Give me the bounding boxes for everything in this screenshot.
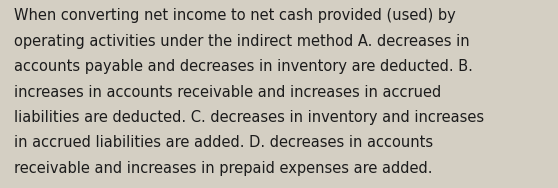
- Text: liabilities are deducted. C. decreases in inventory and increases: liabilities are deducted. C. decreases i…: [14, 110, 484, 125]
- Text: accounts payable and decreases in inventory are deducted. B.: accounts payable and decreases in invent…: [14, 59, 473, 74]
- Text: in accrued liabilities are added. D. decreases in accounts: in accrued liabilities are added. D. dec…: [14, 135, 433, 150]
- Text: operating activities under the indirect method A. decreases in: operating activities under the indirect …: [14, 34, 470, 49]
- Text: receivable and increases in prepaid expenses are added.: receivable and increases in prepaid expe…: [14, 161, 432, 176]
- Text: increases in accounts receivable and increases in accrued: increases in accounts receivable and inc…: [14, 85, 441, 100]
- Text: When converting net income to net cash provided (used) by: When converting net income to net cash p…: [14, 8, 456, 24]
